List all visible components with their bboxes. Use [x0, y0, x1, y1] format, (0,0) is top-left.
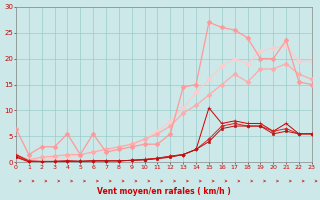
X-axis label: Vent moyen/en rafales ( km/h ): Vent moyen/en rafales ( km/h ) — [97, 187, 231, 196]
